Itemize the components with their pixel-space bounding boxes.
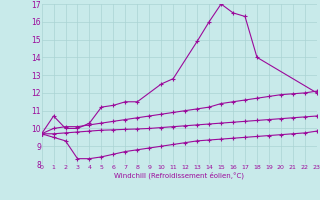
X-axis label: Windchill (Refroidissement éolien,°C): Windchill (Refroidissement éolien,°C) — [114, 171, 244, 179]
